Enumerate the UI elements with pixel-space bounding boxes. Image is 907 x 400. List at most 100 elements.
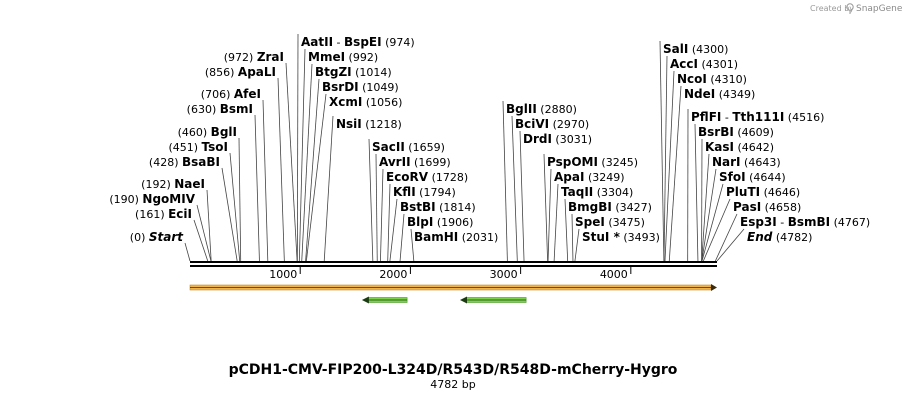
site-leader-line (305, 93, 327, 262)
site-name: NgoMIV (142, 192, 195, 206)
site-spei[interactable]: SpeI (3475) (575, 215, 645, 229)
site-name: AccI (670, 57, 698, 71)
site-avrii[interactable]: AvrII (1699) (379, 155, 451, 169)
site-pasi[interactable]: PasI (4658) (733, 200, 801, 214)
site-ecii[interactable]: (161) EciI (135, 207, 192, 221)
site-name: TaqII (561, 185, 593, 199)
site-start[interactable]: (0) Start (130, 230, 184, 244)
site-leader-line (716, 228, 745, 262)
site-blpi[interactable]: BlpI (1906) (407, 215, 473, 229)
site-taqii[interactable]: TaqII (3304) (561, 185, 633, 199)
site-label: BstBI (1814) (400, 200, 476, 214)
site-btgzi[interactable]: BtgZI (1014) (315, 65, 392, 79)
site-aatii[interactable]: AatII - BspEI (974) (301, 35, 415, 49)
site-name: SacII (372, 140, 405, 154)
site-name: KflI (393, 185, 416, 199)
credit-brand: SnapGene (856, 4, 903, 14)
site-name: KasI (705, 140, 734, 154)
site-apali[interactable]: (856) ApaLI (205, 65, 276, 79)
site-ncoi[interactable]: NcoI (4310) (677, 72, 747, 86)
site-position: (3493) (620, 231, 660, 244)
site-bgli[interactable]: (460) BglI (178, 125, 237, 139)
site-naei[interactable]: (192) NaeI (141, 177, 205, 191)
site-name: ApaI (554, 170, 584, 184)
site-leader-line (410, 228, 415, 262)
site-position: (4643) (741, 156, 781, 169)
site-label: (192) NaeI (141, 177, 205, 191)
plasmid-title: pCDH1-CMV-FIP200-L324D/R543D/R548D-mCher… (229, 362, 678, 378)
site-name: BsrDI (322, 80, 359, 94)
site-acci[interactable]: AccI (4301) (670, 57, 738, 71)
site-sacii[interactable]: SacII (1659) (372, 140, 445, 154)
site-apai[interactable]: ApaI (3249) (554, 170, 625, 184)
site-bglii[interactable]: BglII (2880) (506, 102, 577, 116)
site-drdi[interactable]: DrdI (3031) (523, 132, 592, 146)
site-bsmi[interactable]: (630) BsmI (187, 102, 253, 116)
site-position: (1056) (362, 96, 402, 109)
site-nsii[interactable]: NsiI (1218) (336, 117, 402, 131)
site-bmgbi[interactable]: BmgBI (3427) (568, 200, 652, 214)
site-leader-line (380, 168, 384, 262)
site-ndei[interactable]: NdeI (4349) (684, 87, 755, 101)
site-labels: (0) Start (161) EciI(190) NgoMIV(192) Nae… (109, 35, 870, 244)
site-position: (3475) (605, 216, 645, 229)
site-label: NdeI (4349) (684, 87, 755, 101)
site-name: TsoI (202, 140, 228, 154)
site-position: (1906) (433, 216, 473, 229)
site-name-2: Tth111I (732, 110, 784, 124)
site-leader-line (389, 198, 398, 262)
site-kasi[interactable]: KasI (4642) (705, 140, 774, 154)
site-position: (0) (130, 231, 149, 244)
site-tsoi[interactable]: (451) TsoI (168, 140, 228, 154)
site-position: (4642) (734, 141, 774, 154)
site-position: (4609) (734, 126, 774, 139)
site-end[interactable]: End (4782) (747, 230, 812, 244)
site-afei[interactable]: (706) AfeI (201, 87, 261, 101)
site-leader-line (511, 115, 518, 262)
site-bsabi[interactable]: (428) BsaBI (149, 155, 220, 169)
site-bamhi[interactable]: BamHI (2031) (414, 230, 498, 244)
site-name: PasI (733, 200, 761, 214)
site-nari[interactable]: NarI (4643) (712, 155, 781, 169)
site-sfoi[interactable]: SfoI (4644) (719, 170, 786, 184)
site-bcivi[interactable]: BciVI (2970) (515, 117, 589, 131)
site-label: (161) EciI (135, 207, 192, 221)
snapgene-logo-icon (846, 3, 854, 14)
site-label: PasI (4658) (733, 200, 801, 214)
site-position: (1794) (416, 186, 456, 199)
site-position: (3249) (584, 171, 624, 184)
site-pspomi[interactable]: PspOMI (3245) (547, 155, 638, 169)
site-name: AfeI (234, 87, 261, 101)
site-zrai[interactable]: (972) ZraI (224, 50, 284, 64)
site-name-2: BsmBI (788, 215, 830, 229)
site-leader-line (519, 130, 525, 262)
site-xcmi[interactable]: XcmI (1056) (329, 95, 402, 109)
site-leader-line (298, 48, 306, 262)
site-label: SfoI (4644) (719, 170, 786, 184)
site-ecorv[interactable]: EcoRV (1728) (386, 170, 468, 184)
site-sali[interactable]: SalI (4300) (663, 42, 728, 56)
site-label: MmeI (992) (308, 50, 378, 64)
site-bstbi[interactable]: BstBI (1814) (400, 200, 476, 214)
site-ngomiv[interactable]: (190) NgoMIV (109, 192, 195, 206)
sequence-line-top (190, 261, 717, 263)
site-stui[interactable]: StuI * (3493) (582, 230, 660, 244)
site-leader-line (387, 183, 391, 262)
site-label: (460) BglI (178, 125, 237, 139)
site-label: (0) Start (130, 230, 184, 244)
site-label: BamHI (2031) (414, 230, 498, 244)
site-name: End (747, 230, 773, 244)
site-bsrdi[interactable]: BsrDI (1049) (322, 80, 399, 94)
site-mmei[interactable]: MmeI (992) (308, 50, 378, 64)
site-label: KflI (1794) (393, 185, 456, 199)
site-pflfi[interactable]: PflFI - Tth111I (4516) (691, 110, 824, 124)
site-kfli[interactable]: KflI (1794) (393, 185, 456, 199)
site-esp3i[interactable]: Esp3I - BsmBI (4767) (740, 215, 870, 229)
site-leader-line (574, 228, 580, 262)
site-bsrbi[interactable]: BsrBI (4609) (698, 125, 774, 139)
site-leader-line (399, 213, 405, 262)
site-pluti[interactable]: PluTI (4646) (726, 185, 800, 199)
site-name: SalI (663, 42, 688, 56)
site-label: XcmI (1056) (329, 95, 402, 109)
